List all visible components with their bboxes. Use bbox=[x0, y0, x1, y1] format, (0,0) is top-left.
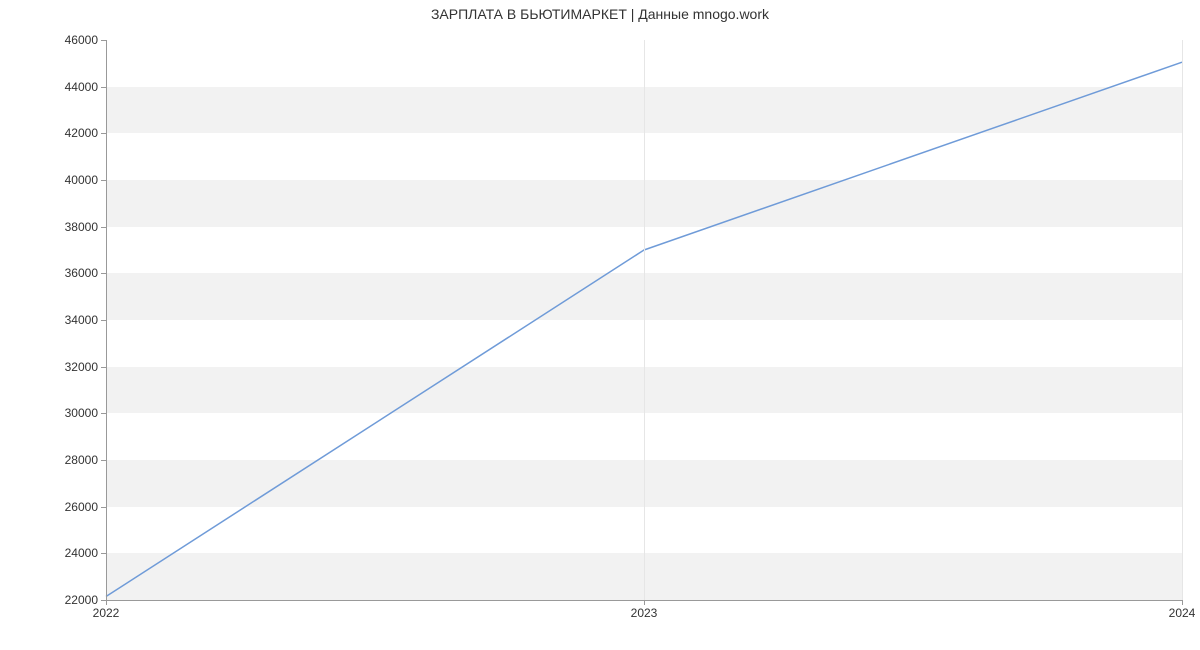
y-tick-label: 24000 bbox=[65, 546, 98, 560]
x-gridline bbox=[644, 40, 645, 600]
x-tick-mark bbox=[106, 600, 107, 605]
x-tick-label: 2022 bbox=[93, 606, 120, 620]
y-tick-mark bbox=[101, 367, 106, 368]
y-tick-mark bbox=[101, 460, 106, 461]
y-tick-label: 22000 bbox=[65, 593, 98, 607]
y-tick-label: 36000 bbox=[65, 266, 98, 280]
y-tick-label: 46000 bbox=[65, 33, 98, 47]
y-tick-label: 30000 bbox=[65, 406, 98, 420]
y-tick-mark bbox=[101, 87, 106, 88]
y-tick-mark bbox=[101, 320, 106, 321]
x-tick-mark bbox=[1182, 600, 1183, 605]
x-gridline bbox=[1182, 40, 1183, 600]
chart-title: ЗАРПЛАТА В БЬЮТИМАРКЕТ | Данные mnogo.wo… bbox=[0, 6, 1200, 22]
y-axis-line bbox=[106, 40, 107, 600]
y-tick-label: 38000 bbox=[65, 220, 98, 234]
y-tick-label: 32000 bbox=[65, 360, 98, 374]
y-tick-label: 44000 bbox=[65, 80, 98, 94]
y-tick-label: 40000 bbox=[65, 173, 98, 187]
y-tick-mark bbox=[101, 40, 106, 41]
x-tick-label: 2024 bbox=[1169, 606, 1196, 620]
x-tick-mark bbox=[644, 600, 645, 605]
y-tick-label: 26000 bbox=[65, 500, 98, 514]
y-tick-mark bbox=[101, 180, 106, 181]
y-tick-mark bbox=[101, 553, 106, 554]
y-tick-label: 28000 bbox=[65, 453, 98, 467]
salary-line-chart: ЗАРПЛАТА В БЬЮТИМАРКЕТ | Данные mnogo.wo… bbox=[0, 0, 1200, 650]
y-tick-mark bbox=[101, 227, 106, 228]
y-tick-mark bbox=[101, 133, 106, 134]
y-tick-label: 42000 bbox=[65, 126, 98, 140]
y-tick-mark bbox=[101, 507, 106, 508]
y-tick-mark bbox=[101, 413, 106, 414]
plot-area: 2200024000260002800030000320003400036000… bbox=[106, 40, 1182, 600]
x-tick-label: 2023 bbox=[631, 606, 658, 620]
y-tick-mark bbox=[101, 273, 106, 274]
y-tick-label: 34000 bbox=[65, 313, 98, 327]
